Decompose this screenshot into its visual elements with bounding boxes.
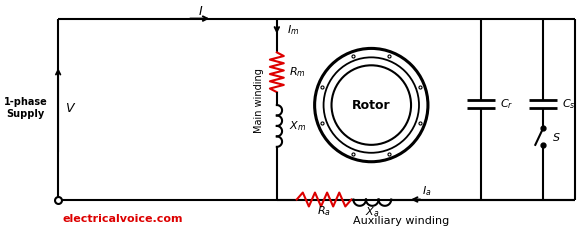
Text: $X_m$: $X_m$: [289, 119, 306, 133]
Text: Rotor: Rotor: [352, 98, 390, 112]
Text: $V$: $V$: [65, 102, 77, 114]
Text: $S$: $S$: [552, 131, 561, 143]
Text: $C_r$: $C_r$: [500, 97, 513, 111]
Text: $I$: $I$: [198, 5, 203, 18]
Text: $I_a$: $I_a$: [422, 185, 431, 199]
Text: $I_m$: $I_m$: [287, 24, 299, 37]
Text: Main winding: Main winding: [254, 68, 264, 133]
Text: $R_a$: $R_a$: [317, 204, 331, 218]
Text: $X_a$: $X_a$: [365, 206, 379, 219]
Text: $R_m$: $R_m$: [289, 65, 305, 79]
Text: Auxiliary winding: Auxiliary winding: [353, 216, 449, 226]
Text: electricalvoice.com: electricalvoice.com: [62, 214, 183, 224]
Text: 1-phase
Supply: 1-phase Supply: [4, 97, 47, 119]
Text: $C_s$: $C_s$: [562, 97, 576, 111]
